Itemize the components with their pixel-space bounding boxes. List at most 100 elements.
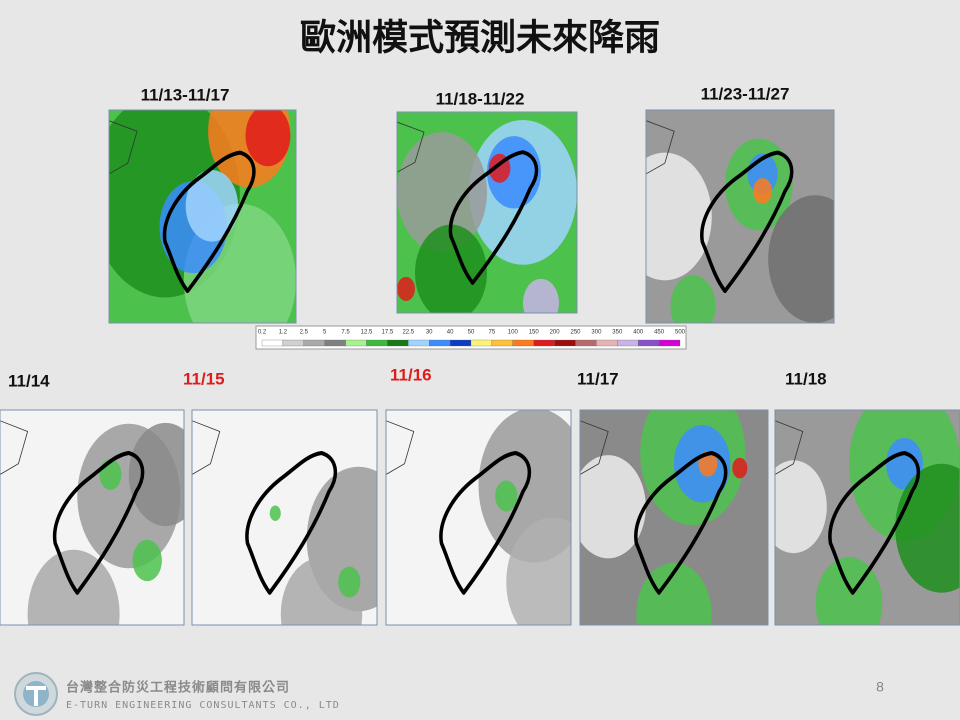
- colorbar-swatch: [303, 339, 325, 347]
- colorbar-label: 1.2: [279, 330, 288, 336]
- page-number: 8: [876, 679, 884, 695]
- rain-area: [580, 455, 646, 559]
- map-layers: [775, 410, 960, 625]
- rain-area: [128, 422, 184, 527]
- coastline-china: [0, 420, 29, 475]
- colorbar-label: 75: [489, 330, 496, 336]
- taiwan-outline: [448, 150, 539, 285]
- rain-area: [185, 170, 239, 242]
- day-label: 11/15: [183, 369, 225, 388]
- colorbar-swatch: [575, 339, 597, 347]
- colorbar-label: 300: [591, 330, 602, 336]
- map-layers: [0, 410, 184, 625]
- rain-area: [397, 276, 415, 301]
- colorbar-swatch: [408, 339, 430, 347]
- colorbar-label: 2.5: [300, 330, 309, 336]
- rain-area: [636, 562, 712, 625]
- colorbar-label: 7.5: [341, 330, 350, 336]
- company-logo: [14, 672, 58, 716]
- colorbar-label: 50: [468, 330, 475, 336]
- map-frame: [108, 109, 297, 324]
- colorbar-swatch: [554, 339, 576, 347]
- rainfall-map: [385, 409, 572, 626]
- rain-area: [646, 152, 712, 281]
- colorbar-label: 22.5: [402, 330, 414, 336]
- colorbar-label: 350: [612, 330, 623, 336]
- period-label: 11/18-11/22: [436, 89, 525, 108]
- colorbar-label: 0.2: [258, 330, 267, 336]
- rain-area: [775, 460, 827, 554]
- rain-area: [886, 437, 923, 490]
- rain-area: [397, 132, 487, 253]
- taiwan-outline: [245, 450, 338, 595]
- rainfall-map: [774, 409, 960, 626]
- colorbar-label: 200: [550, 330, 561, 336]
- taiwan-outline: [828, 450, 921, 595]
- period-label: 11/23-11/27: [701, 84, 790, 103]
- colorbar-label: 100: [508, 330, 519, 336]
- period-label: 11/13-11/17: [141, 85, 230, 104]
- map-frame: [396, 111, 578, 314]
- colorbar-label: 250: [570, 330, 581, 336]
- colorbar-label: 40: [447, 330, 454, 336]
- day-label: 11/17: [577, 369, 619, 388]
- coastline-china: [386, 420, 415, 475]
- rainfall-map: [645, 109, 835, 324]
- rainfall-map: [0, 409, 185, 626]
- colorbar-swatch: [596, 339, 618, 347]
- day-label: 11/14: [8, 371, 50, 390]
- colorbar-swatch: [638, 339, 660, 347]
- colorbar-label: 500: [675, 330, 686, 336]
- rain-area: [245, 110, 291, 167]
- colorbar-swatch: [533, 339, 555, 347]
- map-frame: [0, 409, 185, 626]
- colorbar-swatch: [512, 339, 534, 347]
- coastline-china: [775, 420, 804, 475]
- rain-area: [506, 517, 571, 625]
- company-name-zh: 台灣整合防災工程技術顧問有限公司: [66, 679, 290, 694]
- rain-area: [768, 195, 834, 323]
- colorbar-swatch: [261, 339, 284, 347]
- colorbar-swatch: [491, 339, 513, 347]
- rain-area: [338, 566, 361, 598]
- map-layers: [580, 410, 768, 625]
- rain-area: [132, 539, 162, 582]
- rain-area: [753, 178, 772, 204]
- map-frame: [579, 409, 769, 626]
- map-layers: [397, 112, 577, 313]
- rain-area: [27, 549, 120, 625]
- coastline-china: [397, 121, 425, 173]
- map-frame: [191, 409, 378, 626]
- company-name-en: E-TURN ENGINEERING CONSULTANTS CO., LTD: [66, 700, 340, 711]
- colorbar-label: 450: [654, 330, 665, 336]
- coastline-china: [580, 420, 609, 475]
- rain-area: [415, 224, 487, 313]
- rain-area: [495, 480, 518, 512]
- colorbar-label: 5: [323, 330, 327, 336]
- taiwan-outline: [700, 150, 794, 294]
- colorbar-swatch: [617, 339, 639, 347]
- rainfall-map: [579, 409, 769, 626]
- taiwan-outline: [439, 450, 532, 595]
- colorbar-label: 30: [426, 330, 433, 336]
- coastline-china: [646, 120, 675, 175]
- rain-area: [269, 505, 281, 521]
- colorbar-swatch: [387, 339, 409, 347]
- colorbar-swatch: [429, 339, 451, 347]
- rainfall-map: [396, 111, 578, 314]
- map-layers: [646, 110, 834, 323]
- map-layers: [386, 410, 571, 625]
- colorbar-swatch: [324, 339, 346, 347]
- map-layers: [192, 410, 377, 625]
- day-label: 11/16: [390, 365, 432, 384]
- rain-area: [815, 557, 883, 625]
- rain-area: [523, 278, 559, 313]
- map-frame: [385, 409, 572, 626]
- colorbar-swatch: [449, 339, 472, 347]
- map-frame: [774, 409, 960, 626]
- colorbar-swatch: [345, 339, 367, 347]
- colorbar-swatch: [658, 339, 681, 347]
